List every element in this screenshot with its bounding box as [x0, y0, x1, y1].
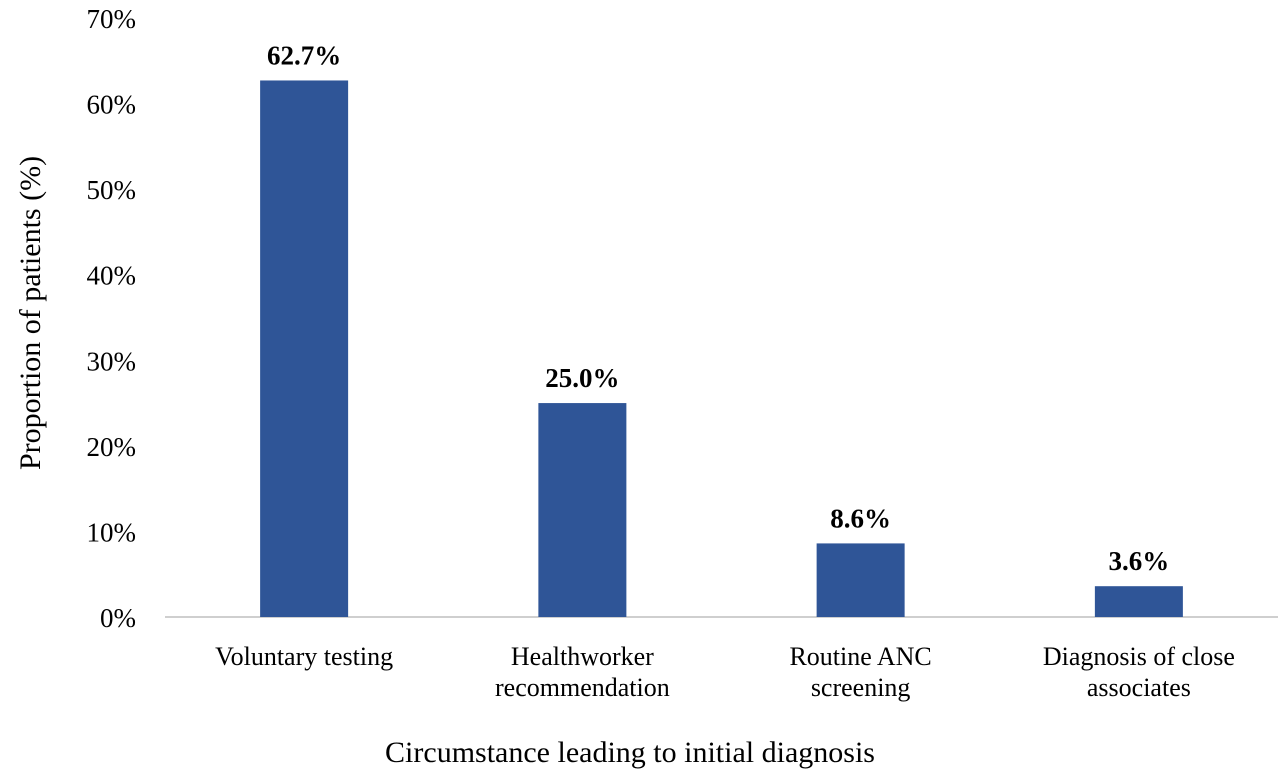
- x-tick-label: associates: [1087, 673, 1191, 702]
- y-tick-label: 20%: [87, 432, 137, 462]
- y-axis-ticks: 0% 10% 20% 30% 40% 50% 60% 70%: [87, 4, 137, 633]
- y-tick-label: 0%: [100, 603, 136, 633]
- x-tick-label: Diagnosis of close: [1043, 642, 1235, 671]
- data-label: 25.0%: [545, 363, 619, 393]
- y-tick-label: 10%: [87, 517, 137, 547]
- bars: [260, 80, 1183, 617]
- data-labels: 62.7% 25.0% 8.6% 3.6%: [267, 40, 1169, 576]
- x-tick-label: Routine ANC: [789, 642, 931, 671]
- bar: [816, 543, 905, 617]
- x-tick-label: screening: [811, 673, 911, 702]
- category-labels: Voluntary testing Healthworkerrecommendat…: [215, 642, 1235, 702]
- y-tick-label: 50%: [87, 175, 137, 205]
- bar: [538, 403, 627, 617]
- x-tick-label: recommendation: [495, 673, 670, 702]
- data-label: 3.6%: [1109, 546, 1170, 576]
- y-tick-label: 40%: [87, 261, 137, 291]
- bar: [1094, 586, 1183, 617]
- data-label: 8.6%: [830, 503, 891, 533]
- x-axis-title: Circumstance leading to initial diagnosi…: [385, 736, 875, 769]
- y-tick-label: 30%: [87, 346, 137, 376]
- y-axis-title: Proportion of patients (%): [14, 156, 47, 470]
- y-tick-label: 60%: [87, 90, 137, 120]
- bar: [260, 80, 349, 617]
- data-label: 62.7%: [267, 40, 341, 70]
- x-tick-label: Healthworker: [511, 642, 654, 671]
- y-tick-label: 70%: [87, 4, 137, 34]
- x-tick-label: Voluntary testing: [215, 642, 393, 671]
